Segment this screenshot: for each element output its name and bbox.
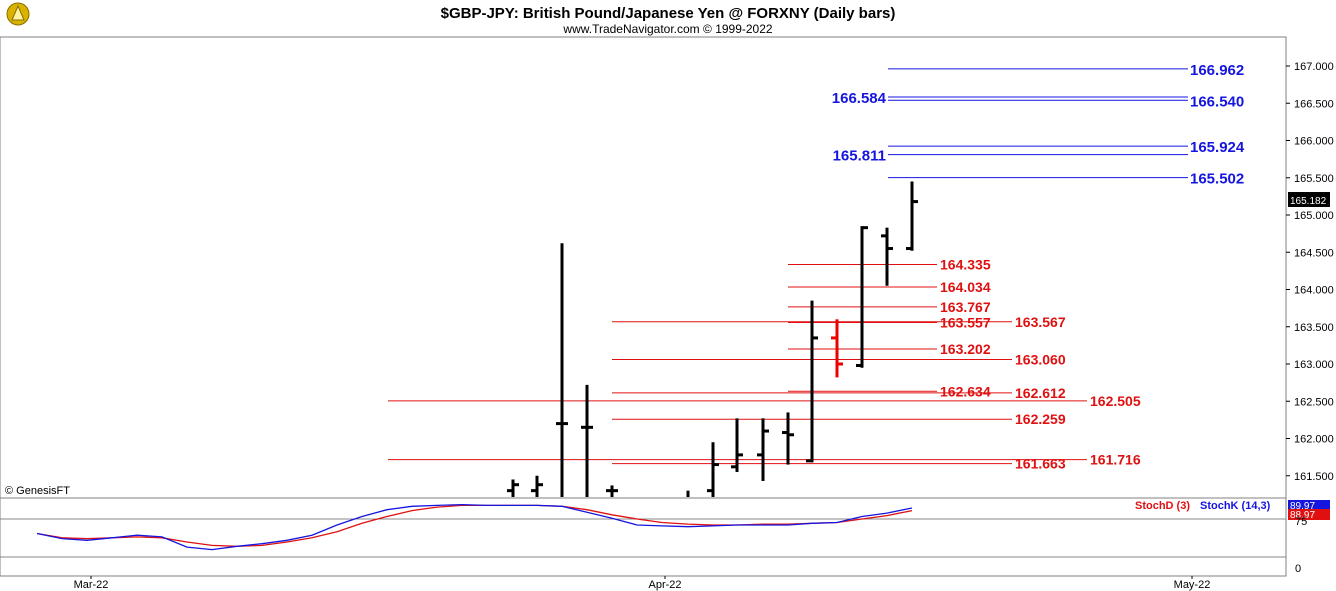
price-tick-label: 164.000 [1294, 285, 1334, 297]
stochk-tag [1288, 500, 1330, 510]
stochk-line [36, 503, 913, 551]
price-tick-label: 163.500 [1294, 322, 1334, 334]
red-level-label: 162.634 [940, 383, 991, 399]
red-level-label: 163.060 [1015, 352, 1066, 368]
blue-level-label: 165.502 [1190, 171, 1244, 188]
blue-level-label: 166.584 [832, 90, 887, 107]
stoch-tick-0: 0 [1295, 563, 1301, 575]
blue-level-label: 165.924 [1190, 139, 1245, 156]
stochd-legend: StochD (3) [1135, 500, 1190, 512]
chart-subtitle: www.TradeNavigator.com © 1999-2022 [562, 22, 772, 36]
red-level-label: 162.505 [1090, 393, 1141, 409]
red-level-label: 161.716 [1090, 452, 1141, 468]
blue-level-label: 166.962 [1190, 62, 1244, 79]
x-label-apr: Apr-22 [648, 579, 681, 591]
stoch-lines [36, 503, 913, 551]
stoch-tick-75: 75 [1295, 516, 1307, 528]
price-tick-label: 162.500 [1294, 396, 1334, 408]
price-tick-label: 165.500 [1294, 173, 1334, 185]
chart-title: $GBP-JPY: British Pound/Japanese Yen @ F… [441, 5, 896, 22]
red-level-label: 161.663 [1015, 456, 1066, 472]
red-level-label: 162.259 [1015, 411, 1066, 427]
price-tick-label: 164.500 [1294, 247, 1334, 259]
last-price-label: 165.182 [1290, 196, 1327, 207]
red-level-label: 162.612 [1015, 385, 1066, 401]
price-axis: 161.500 162.000 162.500 163.000 163.500 164.0… [1286, 61, 1334, 483]
x-label-mar: Mar-22 [74, 579, 109, 591]
level-lines: 166.962 166.584 166.540 165.924 165.811 165.5… [388, 62, 1245, 472]
red-level-label: 163.567 [1015, 314, 1066, 330]
price-bars [507, 181, 918, 497]
price-tick-label: 163.000 [1294, 359, 1334, 371]
price-tick-label: 166.000 [1294, 136, 1334, 148]
red-level-label: 163.767 [940, 299, 991, 315]
price-tick-label: 167.000 [1294, 61, 1334, 73]
stochk-tag-label: 89.97 [1290, 501, 1315, 512]
x-label-may: May-22 [1174, 579, 1211, 591]
blue-level-label: 166.540 [1190, 93, 1244, 110]
red-level-label: 163.557 [940, 315, 991, 331]
red-level-label: 163.202 [940, 341, 991, 357]
stochd-tag-label: 88.97 [1290, 510, 1315, 521]
stoch-pane [0, 497, 1287, 577]
blue-level-label: 165.811 [833, 148, 886, 165]
price-tick-label: 161.500 [1294, 471, 1334, 483]
stochd-tag [1288, 509, 1330, 520]
logo-icon [6, 2, 30, 26]
copyright-label: © GenesisFT [5, 485, 70, 497]
price-tick-label: 165.000 [1294, 210, 1334, 222]
red-level-label: 164.335 [940, 257, 991, 273]
price-tick-label: 162.000 [1294, 434, 1334, 446]
stochk-legend: StochK (14,3) [1200, 500, 1271, 512]
last-price-tag [1288, 192, 1330, 207]
red-level-label: 164.034 [940, 279, 991, 295]
price-tick-label: 166.500 [1294, 98, 1334, 110]
price-pane [0, 36, 1287, 499]
